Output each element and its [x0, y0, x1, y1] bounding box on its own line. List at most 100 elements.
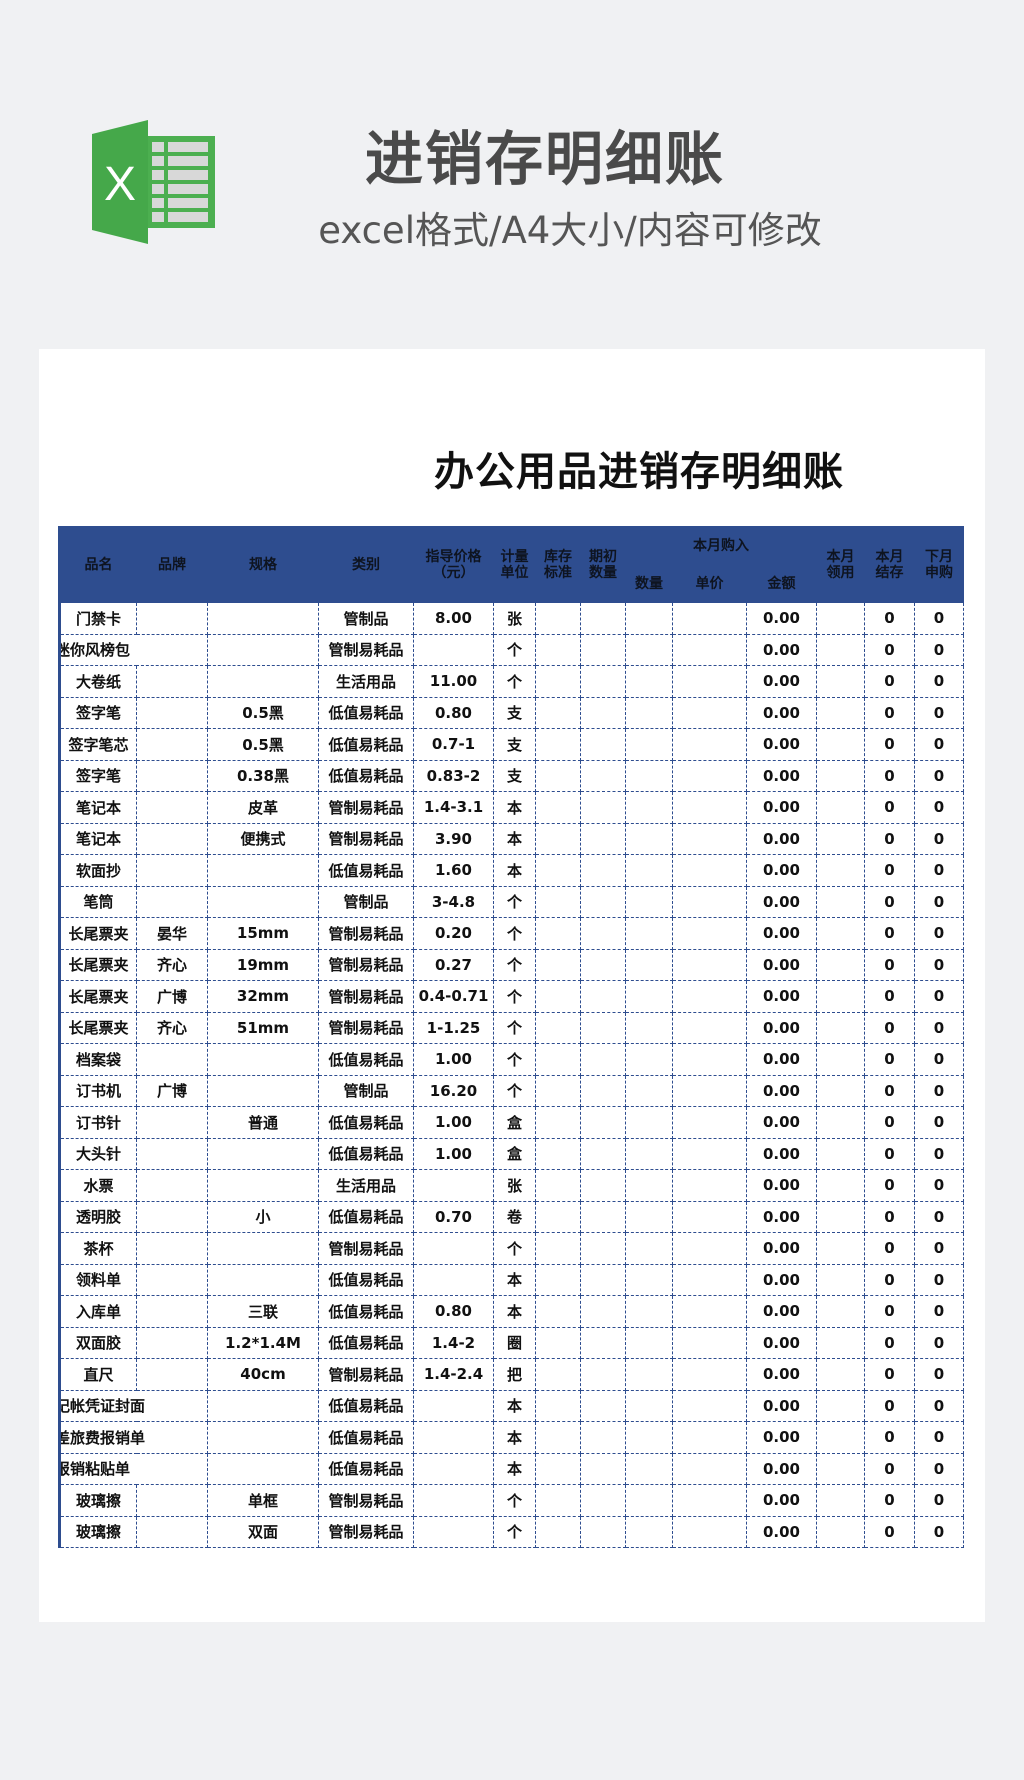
cell-next-request[interactable]: 0 — [914, 665, 964, 698]
cell-name[interactable]: 档案袋 — [59, 1043, 137, 1076]
cell-name[interactable]: 迷你风榜包 — [59, 633, 208, 666]
cell-stock-standard[interactable] — [535, 633, 581, 666]
cell-used[interactable] — [816, 759, 865, 792]
cell-spec[interactable]: 双面 — [207, 1515, 319, 1548]
cell-price[interactable]: 0.20 — [413, 917, 494, 950]
cell-used[interactable] — [816, 1232, 865, 1265]
cell-purchase-qty[interactable] — [625, 633, 673, 666]
cell-brand[interactable] — [136, 1043, 208, 1076]
cell-spec[interactable] — [207, 1421, 319, 1454]
cell-balance[interactable]: 0 — [864, 1074, 915, 1107]
cell-stock-standard[interactable] — [535, 1169, 581, 1202]
cell-next-request[interactable]: 0 — [914, 1074, 964, 1107]
cell-name[interactable]: 透明胶 — [59, 1200, 137, 1233]
cell-category[interactable]: 低值易耗品 — [318, 728, 414, 761]
cell-purchase-price[interactable] — [672, 854, 747, 887]
cell-used[interactable] — [816, 1358, 865, 1391]
cell-price[interactable]: 1.4-2.4 — [413, 1358, 494, 1391]
cell-brand[interactable]: 齐心 — [136, 948, 208, 981]
cell-used[interactable] — [816, 1326, 865, 1359]
cell-brand[interactable] — [136, 1137, 208, 1170]
cell-purchase-price[interactable] — [672, 1263, 747, 1296]
cell-purchase-amount[interactable]: 0.00 — [746, 1295, 817, 1328]
cell-stock-standard[interactable] — [535, 1421, 581, 1454]
cell-used[interactable] — [816, 1137, 865, 1170]
cell-next-request[interactable]: 0 — [914, 696, 964, 729]
cell-name[interactable]: 记帐凭证封面 — [59, 1389, 208, 1422]
cell-brand[interactable] — [136, 1263, 208, 1296]
cell-brand[interactable]: 广博 — [136, 1074, 208, 1107]
cell-unit[interactable]: 本 — [493, 854, 536, 887]
cell-brand[interactable]: 齐心 — [136, 1011, 208, 1044]
cell-next-request[interactable]: 0 — [914, 728, 964, 761]
cell-name[interactable]: 长尾票夹 — [59, 917, 137, 950]
cell-name[interactable]: 领料单 — [59, 1263, 137, 1296]
cell-purchase-amount[interactable]: 0.00 — [746, 1074, 817, 1107]
cell-spec[interactable]: 40cm — [207, 1358, 319, 1391]
cell-purchase-qty[interactable] — [625, 759, 673, 792]
cell-category[interactable]: 管制易耗品 — [318, 1232, 414, 1265]
cell-next-request[interactable]: 0 — [914, 759, 964, 792]
cell-purchase-qty[interactable] — [625, 948, 673, 981]
cell-unit[interactable]: 本 — [493, 791, 536, 824]
cell-name[interactable]: 订书机 — [59, 1074, 137, 1107]
cell-brand[interactable] — [136, 1515, 208, 1548]
cell-spec[interactable]: 32mm — [207, 980, 319, 1013]
cell-opening-qty[interactable] — [580, 1169, 626, 1202]
cell-next-request[interactable]: 0 — [914, 791, 964, 824]
cell-unit[interactable]: 张 — [493, 1169, 536, 1202]
cell-name[interactable]: 玻璃擦 — [59, 1484, 137, 1517]
cell-price[interactable] — [413, 1389, 494, 1422]
cell-price[interactable]: 0.83-2 — [413, 759, 494, 792]
cell-spec[interactable] — [207, 1452, 319, 1485]
cell-stock-standard[interactable] — [535, 1106, 581, 1139]
cell-name[interactable]: 门禁卡 — [59, 602, 137, 635]
cell-stock-standard[interactable] — [535, 1389, 581, 1422]
cell-brand[interactable] — [136, 822, 208, 855]
cell-category[interactable]: 管制易耗品 — [318, 948, 414, 981]
cell-balance[interactable]: 0 — [864, 1043, 915, 1076]
cell-purchase-qty[interactable] — [625, 1074, 673, 1107]
cell-unit[interactable]: 个 — [493, 633, 536, 666]
cell-purchase-qty[interactable] — [625, 980, 673, 1013]
cell-balance[interactable]: 0 — [864, 1484, 915, 1517]
cell-stock-standard[interactable] — [535, 822, 581, 855]
cell-purchase-price[interactable] — [672, 665, 747, 698]
cell-purchase-amount[interactable]: 0.00 — [746, 822, 817, 855]
cell-opening-qty[interactable] — [580, 854, 626, 887]
cell-category[interactable]: 低值易耗品 — [318, 759, 414, 792]
cell-stock-standard[interactable] — [535, 1326, 581, 1359]
cell-category[interactable]: 低值易耗品 — [318, 696, 414, 729]
cell-purchase-price[interactable] — [672, 1484, 747, 1517]
cell-used[interactable] — [816, 980, 865, 1013]
cell-balance[interactable]: 0 — [864, 602, 915, 635]
cell-category[interactable]: 低值易耗品 — [318, 1421, 414, 1454]
cell-name[interactable]: 签字笔 — [59, 759, 137, 792]
cell-price[interactable] — [413, 1169, 494, 1202]
cell-purchase-qty[interactable] — [625, 1011, 673, 1044]
cell-purchase-price[interactable] — [672, 917, 747, 950]
cell-name[interactable]: 玻璃擦 — [59, 1515, 137, 1548]
cell-purchase-qty[interactable] — [625, 1169, 673, 1202]
cell-brand[interactable] — [136, 1169, 208, 1202]
cell-used[interactable] — [816, 822, 865, 855]
cell-price[interactable]: 1.60 — [413, 854, 494, 887]
cell-purchase-amount[interactable]: 0.00 — [746, 1169, 817, 1202]
cell-next-request[interactable]: 0 — [914, 602, 964, 635]
cell-next-request[interactable]: 0 — [914, 885, 964, 918]
cell-spec[interactable] — [207, 1263, 319, 1296]
cell-spec[interactable] — [207, 602, 319, 635]
cell-spec[interactable]: 51mm — [207, 1011, 319, 1044]
cell-purchase-qty[interactable] — [625, 665, 673, 698]
cell-used[interactable] — [816, 917, 865, 950]
cell-purchase-amount[interactable]: 0.00 — [746, 1011, 817, 1044]
cell-next-request[interactable]: 0 — [914, 1484, 964, 1517]
cell-purchase-price[interactable] — [672, 885, 747, 918]
cell-used[interactable] — [816, 948, 865, 981]
cell-spec[interactable] — [207, 854, 319, 887]
cell-purchase-qty[interactable] — [625, 602, 673, 635]
cell-balance[interactable]: 0 — [864, 1169, 915, 1202]
cell-unit[interactable]: 支 — [493, 696, 536, 729]
cell-name[interactable]: 差旅费报销单 — [59, 1421, 208, 1454]
cell-category[interactable]: 低值易耗品 — [318, 1200, 414, 1233]
